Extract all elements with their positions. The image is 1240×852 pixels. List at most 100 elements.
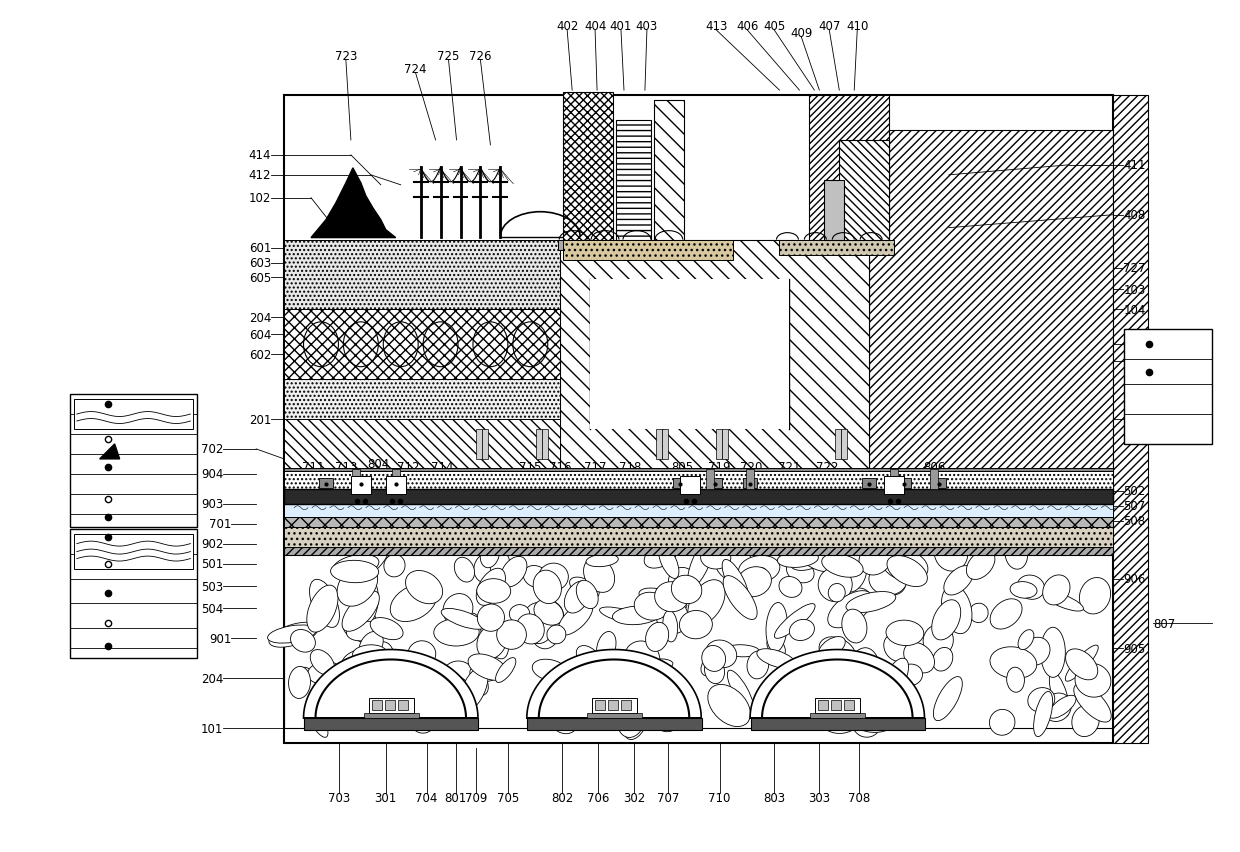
Bar [563, 93, 613, 240]
Ellipse shape [1018, 630, 1034, 650]
Text: 712: 712 [398, 461, 420, 474]
Ellipse shape [737, 568, 766, 602]
Bar [560, 240, 869, 489]
Ellipse shape [766, 636, 785, 658]
Bar [368, 699, 414, 713]
Text: 501: 501 [201, 557, 223, 570]
Ellipse shape [1007, 667, 1024, 693]
Bar [69, 529, 197, 659]
Ellipse shape [352, 579, 378, 627]
Ellipse shape [516, 614, 544, 644]
Ellipse shape [825, 653, 856, 676]
Ellipse shape [714, 544, 753, 582]
Ellipse shape [882, 571, 905, 595]
Bar [844, 700, 854, 711]
Ellipse shape [688, 539, 713, 588]
Ellipse shape [626, 685, 657, 717]
Text: 725: 725 [438, 49, 460, 63]
Ellipse shape [1074, 684, 1111, 722]
Ellipse shape [577, 580, 598, 609]
Text: 723: 723 [335, 49, 357, 63]
Ellipse shape [383, 322, 418, 367]
Ellipse shape [343, 613, 366, 637]
Ellipse shape [847, 589, 872, 613]
Ellipse shape [656, 598, 688, 634]
Ellipse shape [702, 646, 725, 671]
Ellipse shape [613, 607, 660, 625]
Text: 409: 409 [790, 26, 812, 40]
Text: 102: 102 [249, 192, 272, 205]
Ellipse shape [294, 667, 311, 683]
Bar [816, 699, 861, 713]
Text: 726: 726 [469, 49, 492, 63]
Ellipse shape [308, 662, 342, 684]
Ellipse shape [737, 567, 771, 597]
Ellipse shape [624, 642, 660, 676]
Ellipse shape [970, 603, 988, 623]
Bar [750, 718, 925, 730]
Bar [363, 713, 419, 718]
Ellipse shape [852, 707, 882, 737]
Ellipse shape [477, 625, 507, 659]
Text: 503: 503 [201, 580, 223, 593]
Ellipse shape [639, 589, 687, 612]
Ellipse shape [408, 641, 435, 667]
Bar [745, 469, 754, 489]
Ellipse shape [346, 621, 381, 642]
Ellipse shape [1017, 575, 1044, 600]
Ellipse shape [391, 584, 436, 622]
Ellipse shape [600, 607, 645, 625]
Bar [284, 489, 1114, 504]
Ellipse shape [1075, 664, 1111, 697]
Ellipse shape [934, 676, 962, 721]
Ellipse shape [821, 703, 862, 734]
Text: 405: 405 [764, 20, 786, 32]
Bar [932, 479, 946, 489]
Ellipse shape [779, 577, 802, 597]
Bar [384, 700, 394, 711]
Ellipse shape [373, 676, 402, 711]
Text: 718: 718 [619, 461, 641, 474]
Text: 804: 804 [368, 458, 389, 471]
Text: 502: 502 [1123, 485, 1146, 498]
Ellipse shape [480, 610, 508, 659]
Text: 101: 101 [201, 722, 223, 734]
Ellipse shape [1065, 645, 1099, 682]
Bar [284, 504, 1114, 517]
Ellipse shape [334, 555, 379, 577]
Text: 906: 906 [1123, 573, 1146, 585]
Ellipse shape [766, 712, 815, 729]
Ellipse shape [558, 602, 593, 636]
Bar [708, 479, 722, 489]
Ellipse shape [532, 659, 568, 682]
Bar [563, 240, 733, 260]
Bar [841, 429, 847, 459]
Bar [869, 131, 1114, 489]
Bar [884, 476, 904, 494]
Bar [673, 479, 687, 489]
Text: 802: 802 [551, 792, 573, 804]
Ellipse shape [337, 565, 378, 607]
Ellipse shape [577, 646, 601, 671]
Text: 722: 722 [816, 461, 838, 474]
Ellipse shape [846, 683, 870, 727]
Text: 901: 901 [208, 632, 232, 645]
Ellipse shape [680, 611, 712, 639]
Ellipse shape [701, 656, 718, 676]
Text: 406: 406 [737, 20, 759, 32]
Ellipse shape [777, 551, 818, 567]
Ellipse shape [414, 673, 435, 699]
Text: 709: 709 [465, 792, 487, 804]
Text: 504: 504 [201, 602, 223, 615]
Ellipse shape [341, 649, 384, 677]
Ellipse shape [931, 600, 961, 640]
Ellipse shape [443, 661, 474, 688]
Text: 508: 508 [1123, 515, 1146, 527]
Ellipse shape [655, 582, 688, 612]
Text: 715: 715 [520, 461, 542, 474]
Text: 724: 724 [404, 62, 427, 76]
Ellipse shape [708, 685, 750, 727]
Ellipse shape [671, 576, 702, 604]
Text: 304: 304 [1123, 413, 1146, 426]
Ellipse shape [842, 609, 867, 643]
